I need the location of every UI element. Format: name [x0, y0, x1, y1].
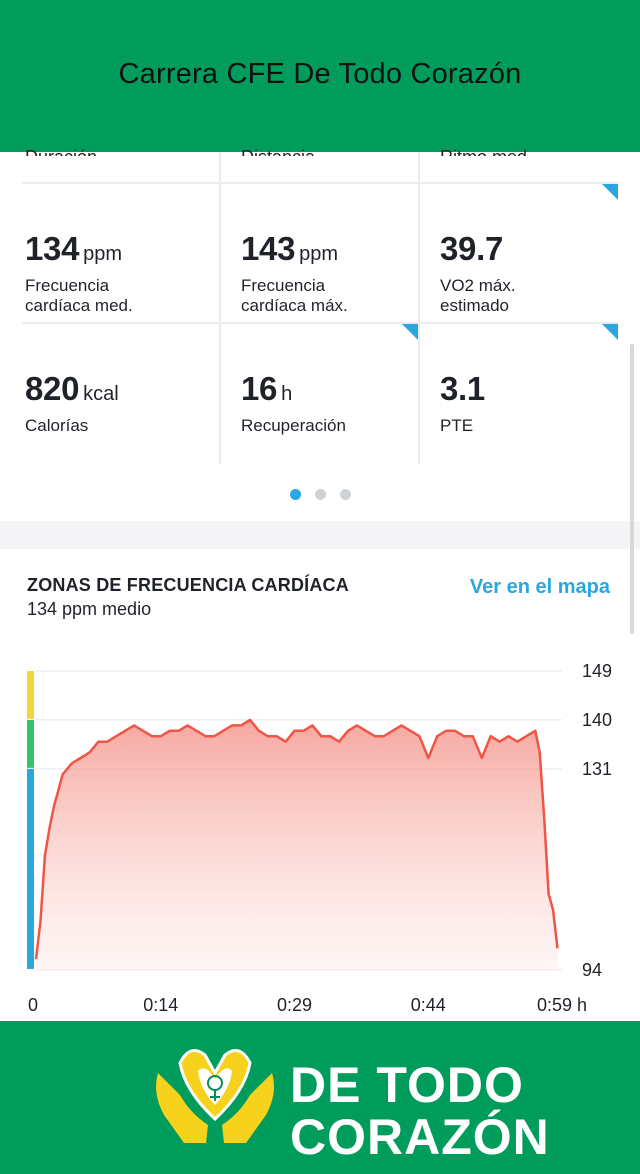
page-dot-3[interactable]: [339, 489, 351, 500]
zone-color-bar: [27, 719, 34, 768]
stat-label-pace: Ritmo med.: [440, 142, 532, 156]
scrollbar[interactable]: [630, 344, 634, 634]
page-dot-2[interactable]: [314, 489, 326, 500]
stat-unit: kcal: [83, 383, 119, 405]
x-tick-label: 0: [28, 995, 38, 1015]
view-on-map-link[interactable]: Ver en el mapa: [469, 576, 610, 598]
heart-rate-line: [34, 718, 559, 960]
grid-divider: [22, 182, 618, 184]
y-tick-label: 94: [582, 960, 602, 980]
heart-rate-area: [36, 719, 558, 970]
sponsor-banner: DE TODO CORAZÓN: [0, 1021, 640, 1174]
grid-divider: [219, 152, 221, 464]
zone-color-bar: [27, 768, 34, 969]
grid-divider: [22, 322, 618, 324]
zone-color-bar: [27, 671, 34, 719]
stat-value: 134: [25, 230, 80, 267]
stat-unit: ppm: [299, 243, 339, 265]
page-dot-1[interactable]: [289, 489, 301, 500]
page-indicator[interactable]: [0, 487, 640, 505]
stat-value: 39.7: [440, 230, 504, 267]
x-tick-label: 0:14: [143, 995, 178, 1015]
stat-label: VO2 máx. estimado: [440, 276, 516, 315]
event-banner: Carrera CFE De Todo Corazón: [0, 0, 640, 152]
y-tick-label: 149: [582, 661, 612, 681]
section-separator: [0, 521, 640, 549]
stat-label: Frecuencia cardíaca máx.: [241, 276, 348, 315]
stat-avg-heart-rate: 134 ppm Frecuencia cardíaca med.: [25, 230, 133, 316]
section-heading: ZONAS DE FRECUENCIA CARDÍACA: [27, 575, 349, 595]
info-corner-icon[interactable]: [602, 184, 618, 200]
x-tick-label: 0:29: [277, 995, 312, 1015]
stat-value: 143: [241, 230, 296, 267]
sponsor-logo-text: DE TODO CORAZÓN: [290, 1057, 550, 1165]
info-corner-icon[interactable]: [402, 324, 418, 340]
x-tick-label: 0:44: [411, 995, 446, 1015]
stat-label: PTE: [440, 416, 474, 435]
hands-heart-logo-icon: [156, 1049, 274, 1143]
stat-label: Recuperación: [241, 416, 346, 435]
stat-max-heart-rate: 143 ppm Frecuencia cardíaca máx.: [241, 230, 348, 316]
heart-rate-chart[interactable]: 149 140 131 94 0 0:14 0:29 0:44 0:59 h: [0, 549, 640, 1021]
stat-label-duration: Duración: [25, 142, 97, 156]
y-tick-label: 140: [582, 710, 612, 730]
stat-value: 820: [25, 370, 80, 407]
stat-label-distance: Distancia: [241, 142, 315, 156]
event-title: Carrera CFE De Todo Corazón: [118, 58, 522, 90]
stat-calories: 820 kcal Calorías: [25, 370, 119, 436]
stat-pte[interactable]: 3.1 PTE: [440, 370, 485, 436]
stat-vo2max[interactable]: 39.7 VO2 máx. estimado: [440, 230, 516, 316]
x-tick-label: 0:59 h: [537, 995, 587, 1015]
stat-value: 16: [241, 370, 278, 407]
stat-recovery[interactable]: 16 h Recuperación: [241, 370, 346, 436]
stat-label: Calorías: [25, 416, 89, 435]
info-corner-icon[interactable]: [602, 324, 618, 340]
stat-unit: ppm: [83, 243, 123, 265]
average-heart-rate-text: 134 ppm medio: [27, 599, 152, 619]
stat-label: Frecuencia cardíaca med.: [25, 276, 133, 315]
stat-value: 3.1: [440, 370, 485, 407]
y-tick-label: 131: [582, 759, 612, 779]
stat-unit: h: [281, 383, 293, 405]
grid-divider: [418, 152, 420, 464]
heart-rate-zones-section: ZONAS DE FRECUENCIA CARDÍACA 134 ppm med…: [0, 549, 640, 1021]
